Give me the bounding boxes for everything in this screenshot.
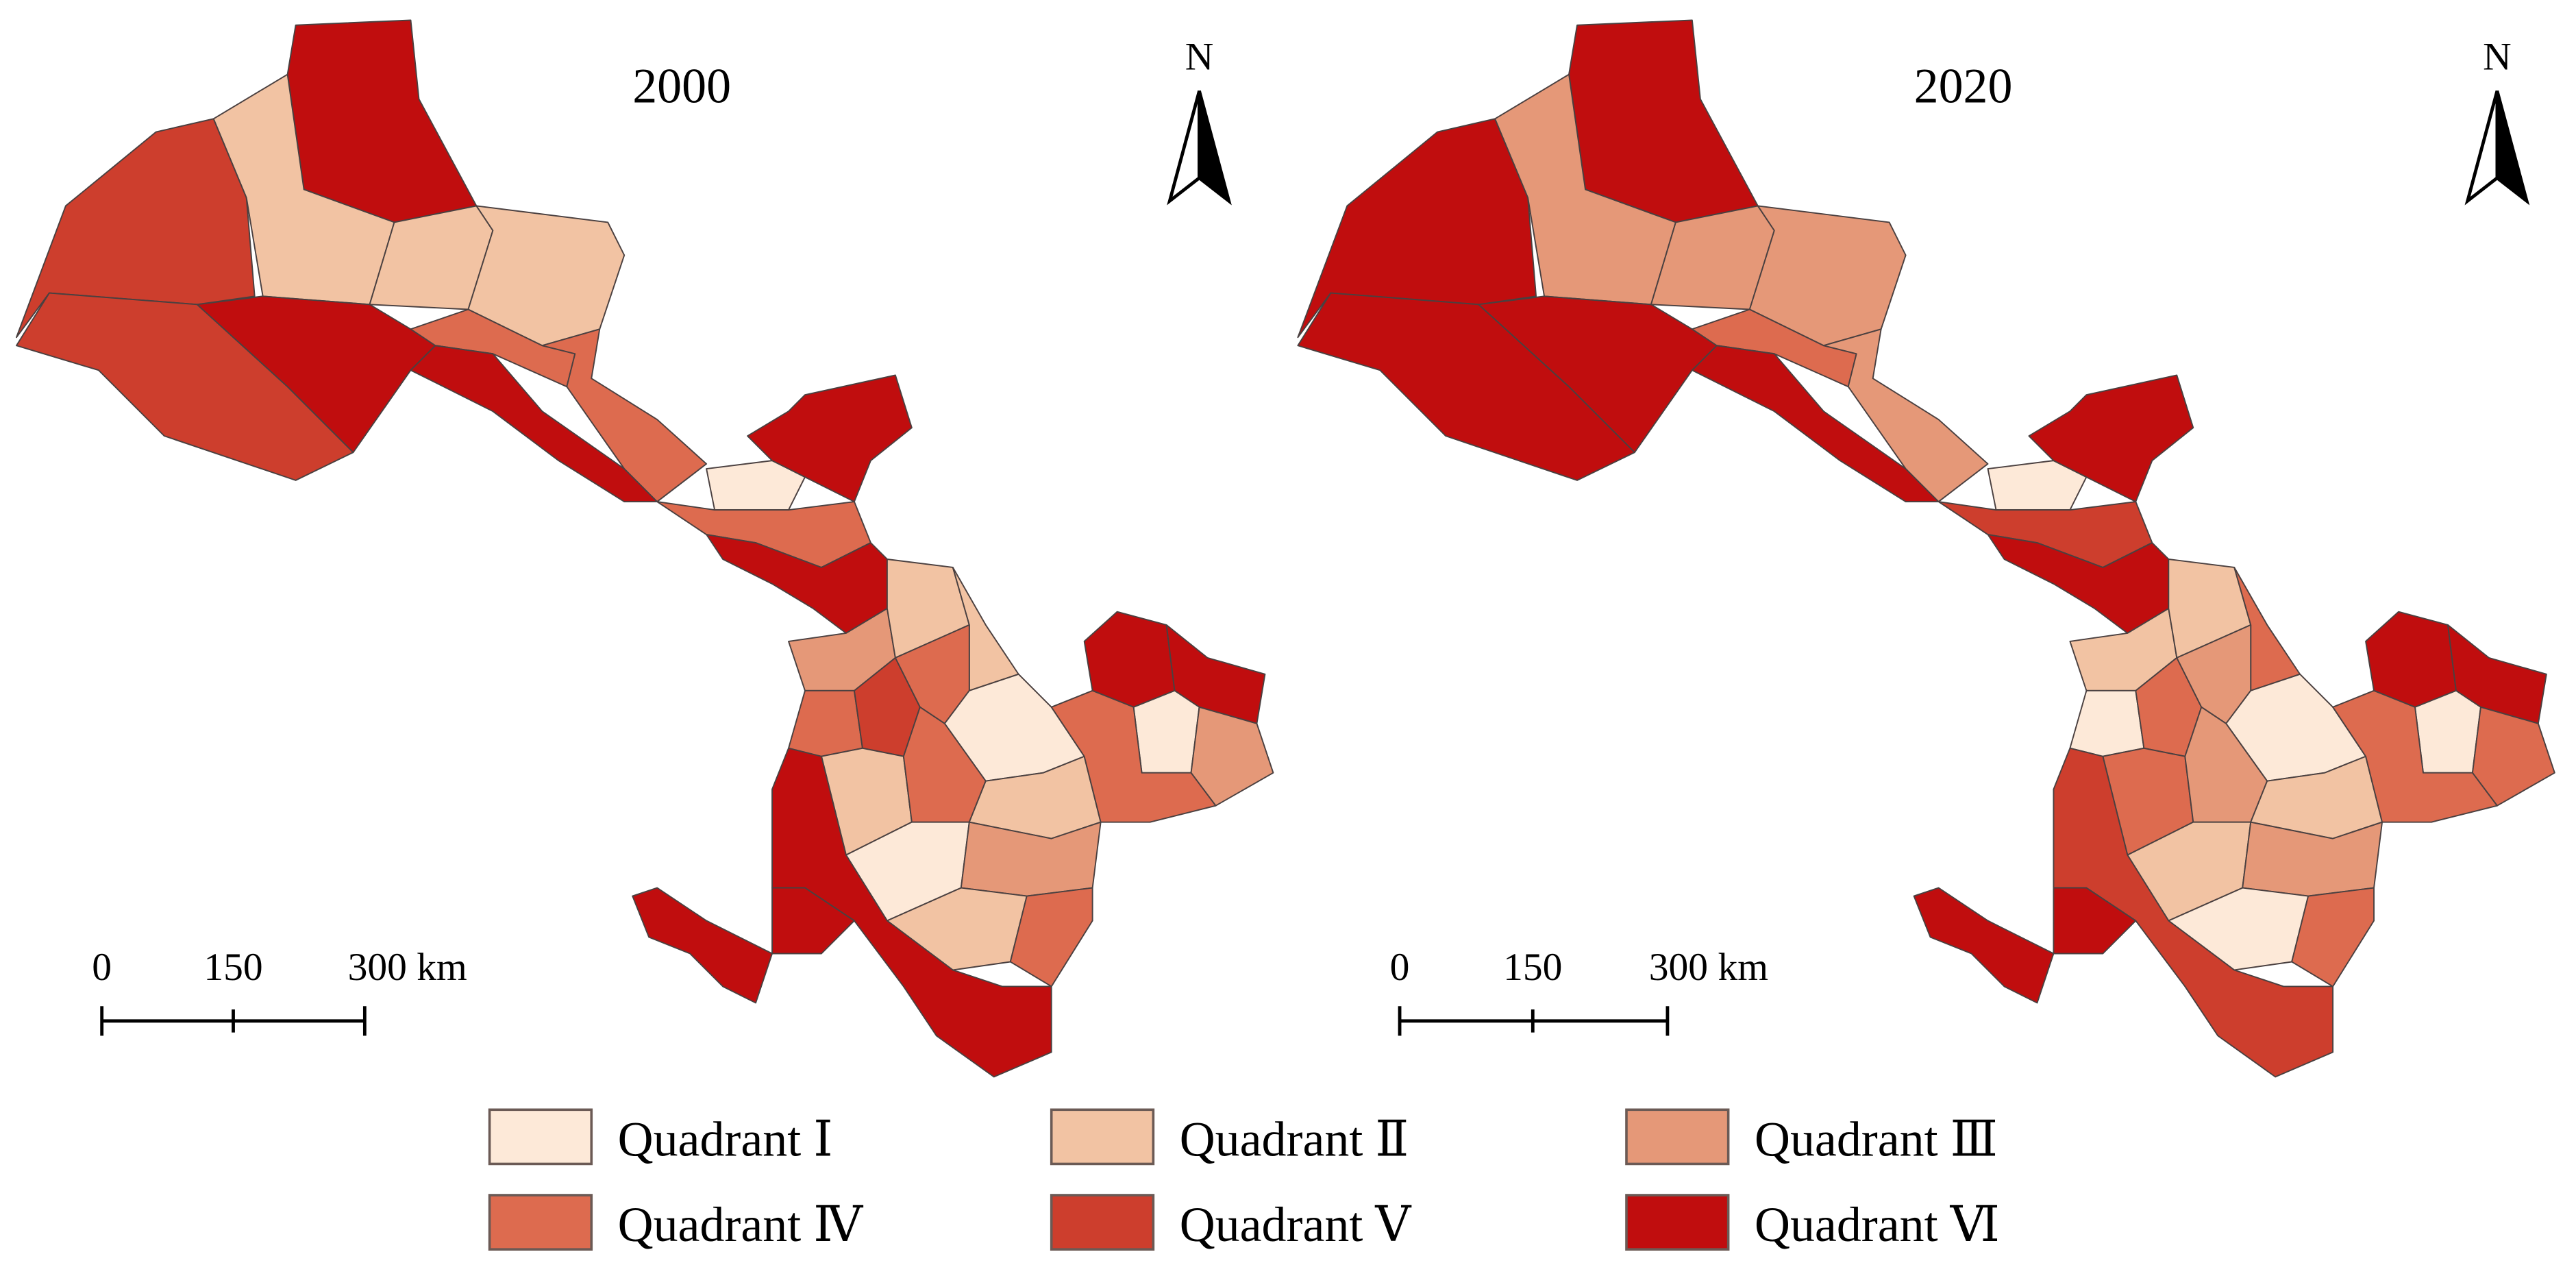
county-region [1190, 706, 1274, 807]
map-title: 2000 [632, 58, 731, 113]
county-region [1913, 887, 2055, 1004]
county-region [2471, 706, 2555, 807]
county-region [2332, 689, 2498, 823]
legend-swatch [488, 1108, 593, 1166]
county-region [632, 887, 773, 1004]
county-region [1132, 689, 1200, 774]
map-panel-2000: 2000 N 0 150 300 km [16, 19, 1274, 1078]
county-region [286, 19, 478, 223]
county-region [2069, 689, 2145, 757]
county-region [706, 460, 806, 511]
north-arrow-icon: N [2464, 35, 2530, 206]
legend-label: Quadrant Ⅵ [1755, 1197, 2000, 1252]
county-region [1050, 689, 1217, 823]
county-region [541, 328, 708, 503]
county-region [747, 374, 913, 503]
north-label: N [1185, 35, 1214, 78]
county-region [2053, 887, 2137, 955]
legend-swatch [1625, 1108, 1730, 1166]
county-region [2414, 689, 2481, 774]
county-region [2028, 374, 2194, 503]
legend-swatch [1050, 1108, 1155, 1166]
county-region [1987, 460, 2088, 511]
county-region [771, 887, 855, 955]
scale-tick-label: 0 [92, 946, 112, 989]
legend-label: Quadrant Ⅱ [1180, 1112, 1409, 1166]
scale-tick-label: 300 km [348, 946, 467, 989]
county-region [788, 689, 863, 757]
legend-swatch [488, 1194, 593, 1251]
legend-label: Quadrant Ⅰ [618, 1112, 833, 1166]
north-arrow-icon: N [1167, 35, 1232, 206]
legend-label: Quadrant Ⅳ [618, 1197, 864, 1252]
map-title: 2020 [1914, 58, 2013, 113]
county-region [2291, 887, 2375, 988]
scale-bar: 0 150 300 km [1390, 946, 1768, 1036]
scale-tick-label: 300 km [1649, 946, 1768, 989]
legend-label: Quadrant Ⅲ [1755, 1112, 1998, 1166]
legend-label: Quadrant Ⅴ [1180, 1197, 1412, 1252]
scale-tick-label: 0 [1390, 946, 1410, 989]
map-panel-2020: 2020 N 0 150 300 km [1297, 19, 2555, 1078]
county-region [1822, 328, 1989, 503]
scale-tick-label: 150 [1503, 946, 1562, 989]
north-label: N [2483, 35, 2512, 78]
scale-tick-label: 150 [203, 946, 262, 989]
legend-swatch [1050, 1194, 1155, 1251]
scale-bar: 0 150 300 km [92, 946, 467, 1036]
county-region [1009, 887, 1093, 988]
county-region [1568, 19, 1759, 223]
legend-swatch [1625, 1194, 1730, 1251]
legend: Quadrant Ⅰ Quadrant Ⅱ Quadrant Ⅲ Quadrant Ⅳ… [488, 1108, 2000, 1252]
